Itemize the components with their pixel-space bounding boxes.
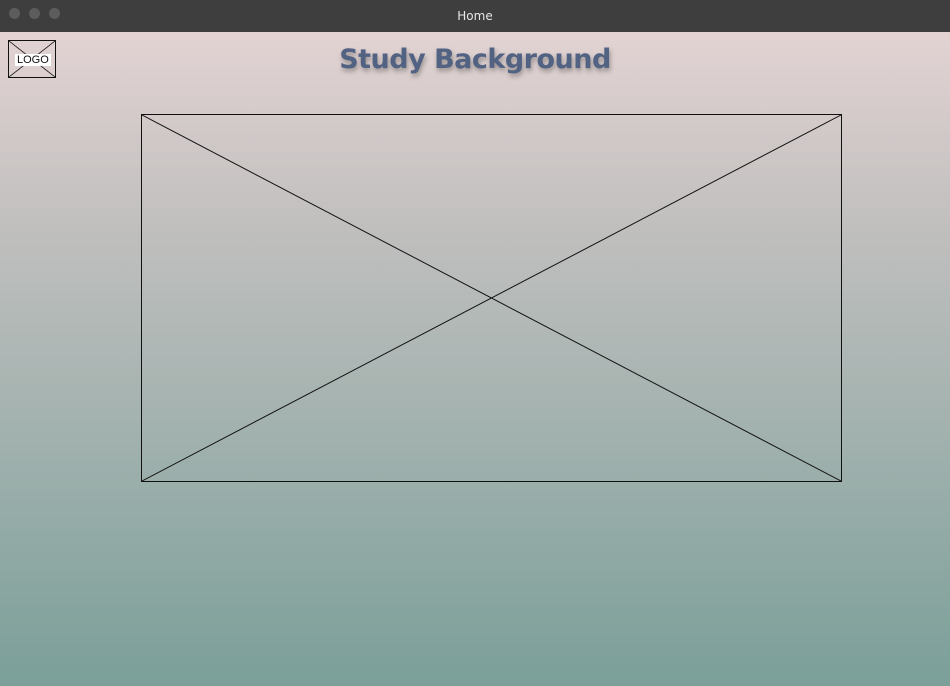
window-titlebar[interactable]: Home	[0, 0, 950, 32]
logo-label: LOGO	[15, 54, 51, 66]
logo-placeholder[interactable]: LOGO	[8, 40, 56, 78]
page-content: LOGO Study Background	[0, 32, 950, 686]
window-minimize-button[interactable]	[29, 8, 40, 19]
image-placeholder-icon	[142, 115, 841, 481]
window-title: Home	[457, 9, 493, 23]
window-zoom-button[interactable]	[49, 8, 60, 19]
hero-image-placeholder	[141, 114, 842, 482]
page-title: Study Background	[339, 44, 611, 75]
window-close-button[interactable]	[9, 8, 20, 19]
